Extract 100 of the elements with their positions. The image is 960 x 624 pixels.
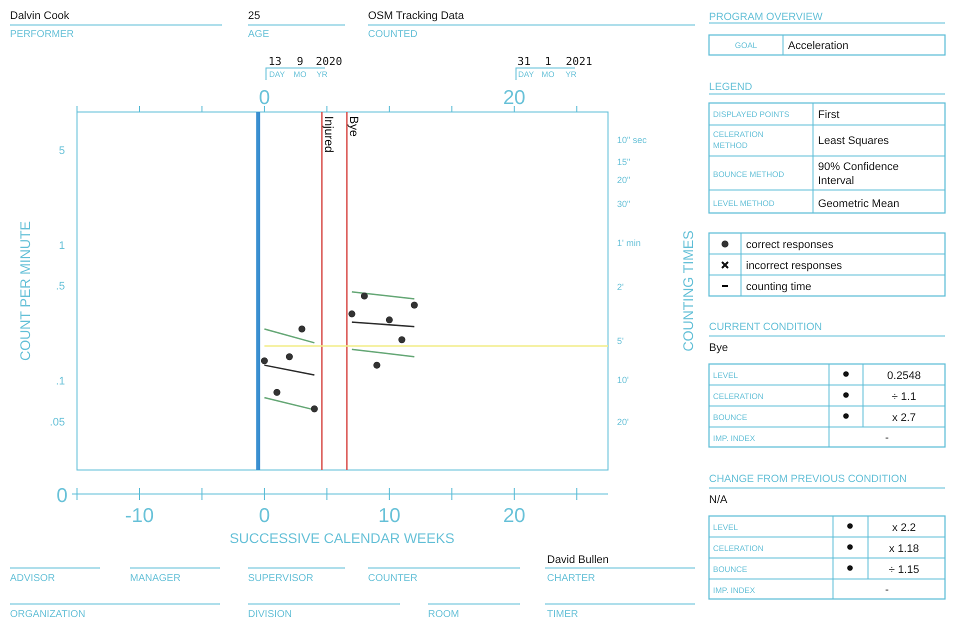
text: 20' (617, 417, 630, 427)
text: PROGRAM OVERVIEW (709, 11, 823, 23)
text: Geometric Mean (818, 198, 900, 210)
text: First (818, 109, 840, 121)
point (286, 353, 293, 360)
text: 13 (268, 55, 282, 68)
point (373, 362, 380, 369)
text: YR (565, 70, 577, 79)
text: Acceleration (788, 40, 849, 52)
x-axis-title: SUCCESSIVE CALENDAR WEEKS (230, 530, 454, 546)
text: ADVISOR (10, 573, 56, 584)
text: LEVEL METHOD (713, 199, 775, 208)
text: x 2.7 (892, 412, 916, 424)
ref-line-label: Injured (322, 116, 336, 153)
text: Bye (709, 342, 728, 354)
text: 10' (617, 375, 630, 385)
text: 2' (617, 282, 624, 292)
text: BOUNCE METHOD (713, 170, 784, 179)
text: 2020 (316, 55, 342, 68)
point (260, 357, 268, 364)
text: GOAL (734, 41, 758, 50)
text: 0 (56, 485, 68, 507)
point (398, 336, 406, 344)
text: MO (294, 70, 306, 79)
text: CHARTER (547, 573, 596, 584)
text: DIVISION (248, 609, 292, 620)
text: ÷ 1.15 (888, 564, 920, 576)
text: N/A (709, 494, 728, 506)
text: 15" (617, 157, 630, 167)
text: LEGEND (709, 81, 753, 93)
x2-tick-label: 0 (258, 87, 270, 109)
x2-tick-label: 20 (503, 87, 526, 109)
text: ROOM (428, 609, 460, 620)
x-tick-label: -10 (125, 505, 154, 527)
y-tick-label: 1 (58, 240, 65, 252)
point (310, 405, 318, 412)
text: MANAGER (130, 573, 181, 584)
text: - (885, 432, 890, 444)
legend-label: correct responses (746, 239, 834, 251)
point (410, 302, 418, 309)
text: Least Squares (818, 135, 890, 147)
text: x 2.2 (892, 522, 916, 534)
text: Dalvin Cook (10, 10, 70, 22)
text: 5' (617, 336, 624, 346)
y-tick-label: 5 (58, 144, 65, 157)
text: MO (542, 70, 554, 79)
text: IMP. INDEX (713, 434, 756, 443)
text: LEVEL (713, 371, 738, 380)
text: 10" sec (617, 135, 648, 145)
text: COUNTED (368, 29, 418, 40)
text: DISPLAYED POINTS (713, 110, 790, 119)
text: COUNTING TIMES (680, 230, 696, 352)
text: TIMER (547, 609, 578, 620)
text: ÷ 1.1 (892, 391, 916, 403)
text: David Bullen (547, 554, 609, 566)
text: BOUNCE (713, 413, 748, 422)
point (298, 326, 306, 333)
text: IMP. INDEX (713, 586, 756, 595)
text: - (885, 584, 890, 596)
text: LEVEL (713, 523, 738, 532)
text: 30" (617, 199, 630, 209)
y-tick-label: .1 (56, 376, 65, 388)
point (360, 292, 368, 300)
x-tick-label: 10 (378, 505, 400, 527)
y-axis-title: COUNT PER MINUTE (17, 221, 33, 361)
x-tick-label: 20 (503, 505, 526, 527)
text: AGE (248, 29, 270, 40)
text: 31 (517, 55, 531, 68)
y-tick-label: .05 (50, 416, 65, 429)
text: 1 (544, 55, 552, 68)
y-tick-label: .5 (56, 280, 65, 293)
text: x 1.18 (889, 543, 919, 555)
text: CURRENT CONDITION (709, 321, 822, 333)
point (386, 316, 393, 324)
text: DAY (269, 70, 286, 79)
ref-line-label: Bye (346, 116, 361, 138)
text: ORGANIZATION (10, 609, 86, 620)
text: PERFORMER (10, 29, 74, 40)
text: SUPERVISOR (248, 573, 314, 584)
text: CELERATION (713, 392, 764, 401)
text: 1' min (617, 238, 641, 248)
text: OSM Tracking Data (368, 10, 465, 22)
text: 25 (248, 10, 260, 22)
text: CELERATION (713, 544, 764, 553)
text: counting time (746, 281, 812, 293)
text: BOUNCE (713, 565, 748, 574)
text: 20" (617, 175, 630, 185)
text: YR (316, 70, 328, 79)
text: 90% Confidence Interval (818, 161, 899, 187)
text: 2021 (566, 55, 592, 68)
point (273, 388, 280, 396)
point (348, 310, 356, 318)
x-tick-label: 0 (258, 505, 270, 527)
text: incorrect responses (746, 260, 842, 272)
text: 0.2548 (887, 370, 921, 382)
text: CELERATION METHOD (713, 130, 764, 150)
text: CHANGE FROM PREVIOUS CONDITION (709, 473, 907, 485)
text: DAY (518, 70, 535, 79)
text: 9 (296, 55, 304, 68)
text: COUNTER (368, 573, 418, 584)
